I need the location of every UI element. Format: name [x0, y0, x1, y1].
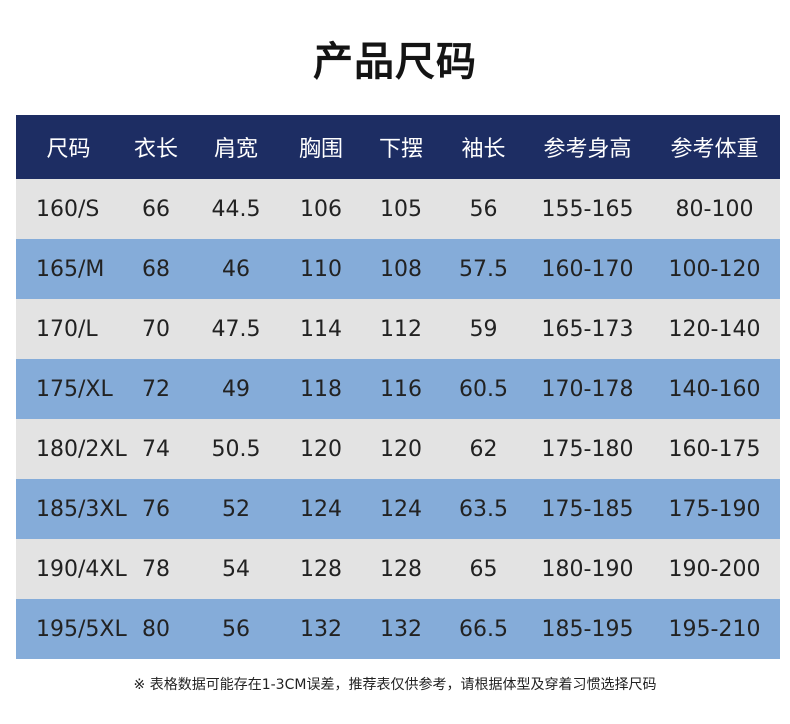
- cell-size: 190/4XL: [16, 539, 127, 599]
- cell-sleeve: 66.5: [441, 599, 526, 659]
- cell-size: 170/L: [16, 299, 121, 359]
- cell-ref-height: 170-178: [526, 359, 649, 419]
- cell-ref-height: 175-185: [526, 479, 649, 539]
- header-chest: 胸围: [281, 115, 361, 179]
- header-hem: 下摆: [361, 115, 441, 179]
- table-row: 170/L 70 47.5 114 112 59 165-173 120-140: [16, 299, 780, 359]
- cell-chest: 106: [281, 179, 361, 239]
- cell-ref-weight: 120-140: [649, 299, 780, 359]
- cell-ref-weight: 100-120: [649, 239, 780, 299]
- cell-sleeve: 59: [441, 299, 526, 359]
- size-chart-table: 尺码 衣长 肩宽 胸围 下摆 袖长 参考身高 参考体重 160/S 66 44.…: [16, 115, 780, 659]
- cell-size: 175/XL: [16, 359, 121, 419]
- cell-size: 195/5XL: [16, 599, 127, 659]
- table-row: 160/S 66 44.5 106 105 56 155-165 80-100: [16, 179, 780, 239]
- cell-chest: 110: [281, 239, 361, 299]
- cell-shoulder: 44.5: [191, 179, 281, 239]
- table-header-row: 尺码 衣长 肩宽 胸围 下摆 袖长 参考身高 参考体重: [16, 115, 780, 179]
- cell-shoulder: 56: [191, 599, 281, 659]
- cell-ref-weight: 190-200: [649, 539, 780, 599]
- cell-length: 70: [121, 299, 191, 359]
- cell-ref-weight: 175-190: [649, 479, 780, 539]
- header-ref-height: 参考身高: [526, 115, 649, 179]
- cell-hem: 116: [361, 359, 441, 419]
- cell-shoulder: 52: [191, 479, 281, 539]
- cell-chest: 120: [281, 419, 361, 479]
- cell-ref-height: 160-170: [526, 239, 649, 299]
- table-row: 190/4XL 78 54 128 128 65 180-190 190-200: [16, 539, 780, 599]
- cell-hem: 112: [361, 299, 441, 359]
- cell-size: 165/M: [16, 239, 121, 299]
- cell-ref-weight: 80-100: [649, 179, 780, 239]
- cell-sleeve: 62: [441, 419, 526, 479]
- cell-ref-height: 155-165: [526, 179, 649, 239]
- cell-ref-height: 175-180: [526, 419, 649, 479]
- cell-size: 185/3XL: [16, 479, 127, 539]
- cell-size: 160/S: [16, 179, 121, 239]
- cell-shoulder: 50.5: [191, 419, 281, 479]
- cell-hem: 105: [361, 179, 441, 239]
- cell-hem: 124: [361, 479, 441, 539]
- header-sleeve: 袖长: [441, 115, 526, 179]
- cell-shoulder: 47.5: [191, 299, 281, 359]
- header-size: 尺码: [16, 115, 121, 179]
- cell-length: 76: [121, 479, 191, 539]
- cell-length: 80: [121, 599, 191, 659]
- cell-chest: 124: [281, 479, 361, 539]
- cell-length: 74: [121, 419, 191, 479]
- cell-chest: 132: [281, 599, 361, 659]
- header-shoulder: 肩宽: [191, 115, 281, 179]
- cell-sleeve: 65: [441, 539, 526, 599]
- cell-ref-weight: 160-175: [649, 419, 780, 479]
- cell-chest: 128: [281, 539, 361, 599]
- cell-shoulder: 54: [191, 539, 281, 599]
- cell-shoulder: 46: [191, 239, 281, 299]
- cell-hem: 132: [361, 599, 441, 659]
- cell-length: 78: [121, 539, 191, 599]
- cell-ref-weight: 140-160: [649, 359, 780, 419]
- cell-sleeve: 56: [441, 179, 526, 239]
- size-note: ※ 表格数据可能存在1-3CM误差，推荐表仅供参考，请根据体型及穿着习惯选择尺码: [133, 677, 657, 693]
- cell-hem: 128: [361, 539, 441, 599]
- table-row: 165/M 68 46 110 108 57.5 160-170 100-120: [16, 239, 780, 299]
- table-row: 180/2XL 74 50.5 120 120 62 175-180 160-1…: [16, 419, 780, 479]
- cell-length: 66: [121, 179, 191, 239]
- header-ref-weight: 参考体重: [649, 115, 780, 179]
- header-length: 衣长: [121, 115, 191, 179]
- cell-hem: 108: [361, 239, 441, 299]
- cell-ref-height: 165-173: [526, 299, 649, 359]
- cell-shoulder: 49: [191, 359, 281, 419]
- cell-hem: 120: [361, 419, 441, 479]
- table-row: 195/5XL 80 56 132 132 66.5 185-195 195-2…: [16, 599, 780, 659]
- cell-sleeve: 63.5: [441, 479, 526, 539]
- table-row: 175/XL 72 49 118 116 60.5 170-178 140-16…: [16, 359, 780, 419]
- cell-size: 180/2XL: [16, 419, 127, 479]
- cell-sleeve: 60.5: [441, 359, 526, 419]
- page-title: 产品尺码: [313, 39, 477, 85]
- cell-sleeve: 57.5: [441, 239, 526, 299]
- cell-ref-height: 180-190: [526, 539, 649, 599]
- cell-length: 72: [121, 359, 191, 419]
- cell-chest: 118: [281, 359, 361, 419]
- cell-ref-weight: 195-210: [649, 599, 780, 659]
- cell-chest: 114: [281, 299, 361, 359]
- cell-ref-height: 185-195: [526, 599, 649, 659]
- cell-length: 68: [121, 239, 191, 299]
- table-row: 185/3XL 76 52 124 124 63.5 175-185 175-1…: [16, 479, 780, 539]
